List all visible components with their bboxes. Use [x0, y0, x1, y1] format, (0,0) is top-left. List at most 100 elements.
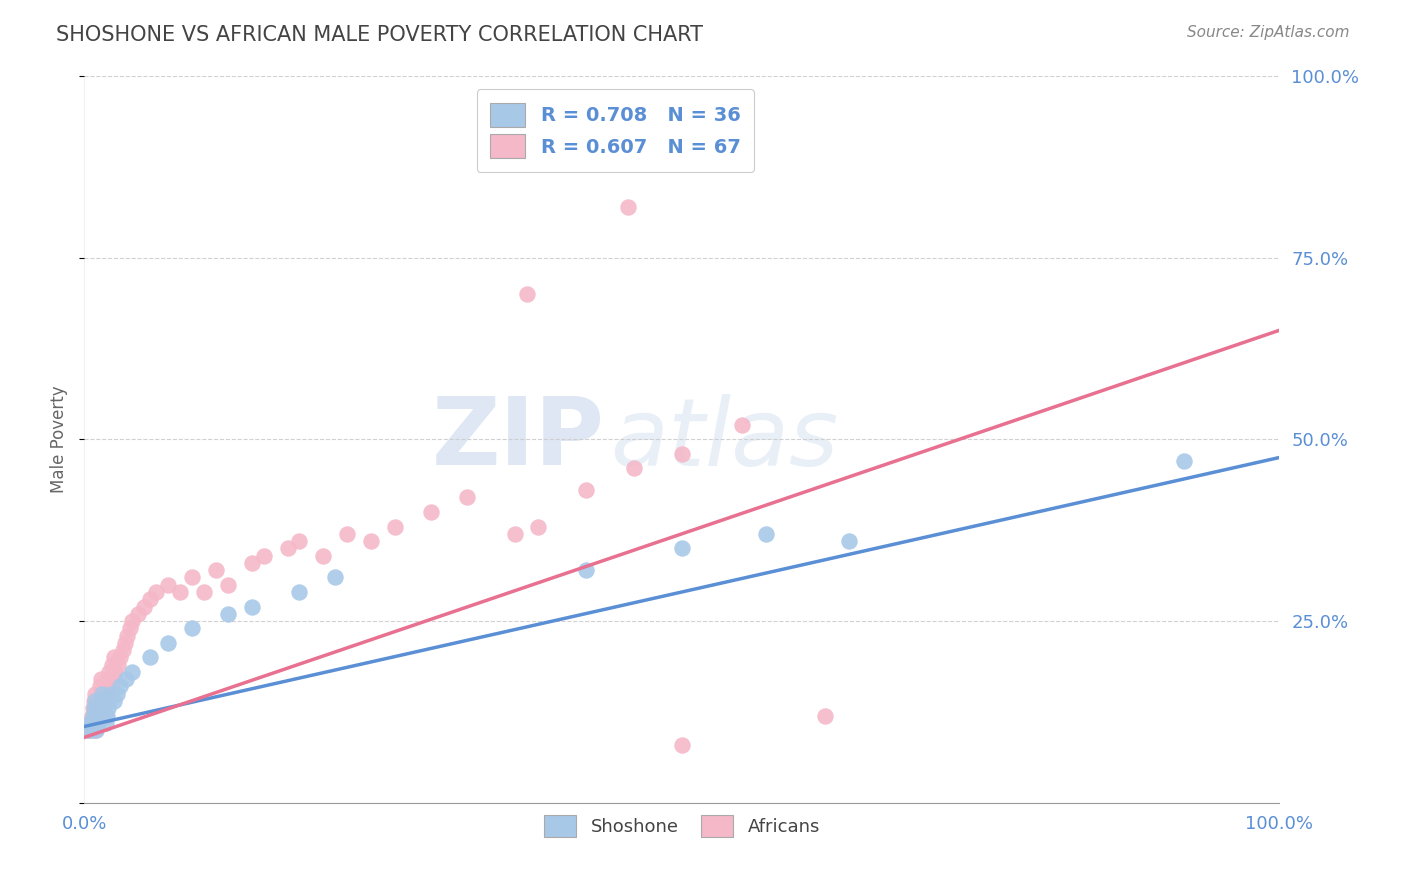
Point [132, 599, 156, 614]
Point [456, 491, 478, 505]
Point [77, 715, 100, 730]
Point [117, 629, 139, 643]
Point [93, 701, 115, 715]
Point [100, 680, 122, 694]
Point [100, 687, 122, 701]
Point [86, 723, 108, 737]
Text: Source: ZipAtlas.com: Source: ZipAtlas.com [1187, 25, 1350, 40]
Point [96, 708, 118, 723]
Point [101, 657, 124, 672]
Point [115, 672, 138, 686]
Point [217, 607, 239, 621]
Point [82, 708, 104, 723]
Y-axis label: Male Poverty: Male Poverty [51, 385, 69, 493]
Point [110, 650, 132, 665]
Point [288, 585, 311, 599]
Point [97, 687, 120, 701]
Point [84, 694, 107, 708]
Point [93, 701, 115, 715]
Point [527, 519, 550, 533]
Point [98, 665, 121, 679]
Point [97, 701, 120, 715]
Point [104, 665, 127, 679]
Point [814, 708, 837, 723]
Point [89, 680, 111, 694]
Point [671, 738, 693, 752]
Text: atlas: atlas [610, 393, 838, 485]
Point [80, 723, 103, 737]
Point [103, 650, 125, 665]
Text: SHOSHONE VS AFRICAN MALE POVERTY CORRELATION CHART: SHOSHONE VS AFRICAN MALE POVERTY CORRELA… [56, 25, 703, 45]
Point [127, 607, 149, 621]
Point [671, 541, 693, 556]
Point [90, 694, 112, 708]
Point [89, 701, 111, 715]
Point [86, 701, 108, 715]
Point [105, 687, 128, 701]
Point [118, 621, 141, 635]
Point [325, 570, 347, 584]
Point [217, 578, 239, 592]
Point [139, 650, 162, 665]
Point [79, 723, 101, 737]
Point [360, 534, 382, 549]
Point [82, 723, 104, 737]
Point [82, 701, 104, 715]
Point [384, 519, 406, 533]
Point [110, 680, 132, 694]
Point [84, 687, 107, 701]
Point [575, 483, 598, 498]
Point [277, 541, 299, 556]
Point [77, 723, 100, 737]
Point [671, 447, 693, 461]
Point [1173, 454, 1195, 468]
Point [503, 526, 526, 541]
Point [101, 672, 124, 686]
Point [111, 643, 134, 657]
Point [575, 563, 598, 577]
Point [96, 672, 118, 686]
Point [139, 592, 162, 607]
Point [83, 701, 105, 715]
Point [90, 672, 112, 686]
Legend: Shoshone, Africans: Shoshone, Africans [537, 808, 827, 845]
Point [181, 570, 204, 584]
Point [121, 614, 143, 628]
Point [91, 687, 114, 701]
Point [420, 505, 443, 519]
Point [86, 694, 108, 708]
Point [94, 694, 117, 708]
Point [80, 708, 103, 723]
Point [121, 665, 143, 679]
Point [617, 200, 640, 214]
Point [838, 534, 860, 549]
Point [94, 715, 117, 730]
Point [145, 585, 167, 599]
Point [181, 621, 204, 635]
Point [169, 585, 191, 599]
Point [114, 636, 136, 650]
Point [77, 723, 100, 737]
Point [755, 526, 778, 541]
Point [516, 287, 538, 301]
Point [253, 549, 276, 563]
Point [86, 715, 108, 730]
Point [157, 636, 180, 650]
Point [93, 680, 115, 694]
Point [90, 694, 112, 708]
Point [312, 549, 335, 563]
Point [87, 708, 110, 723]
Point [93, 708, 115, 723]
Point [205, 563, 228, 577]
Point [103, 694, 125, 708]
Text: ZIP: ZIP [432, 393, 605, 485]
Point [157, 578, 180, 592]
Point [623, 461, 645, 475]
Point [336, 526, 359, 541]
Point [731, 417, 754, 432]
Point [288, 534, 311, 549]
Point [240, 556, 263, 570]
Point [240, 599, 263, 614]
Point [107, 657, 129, 672]
Point [91, 687, 114, 701]
